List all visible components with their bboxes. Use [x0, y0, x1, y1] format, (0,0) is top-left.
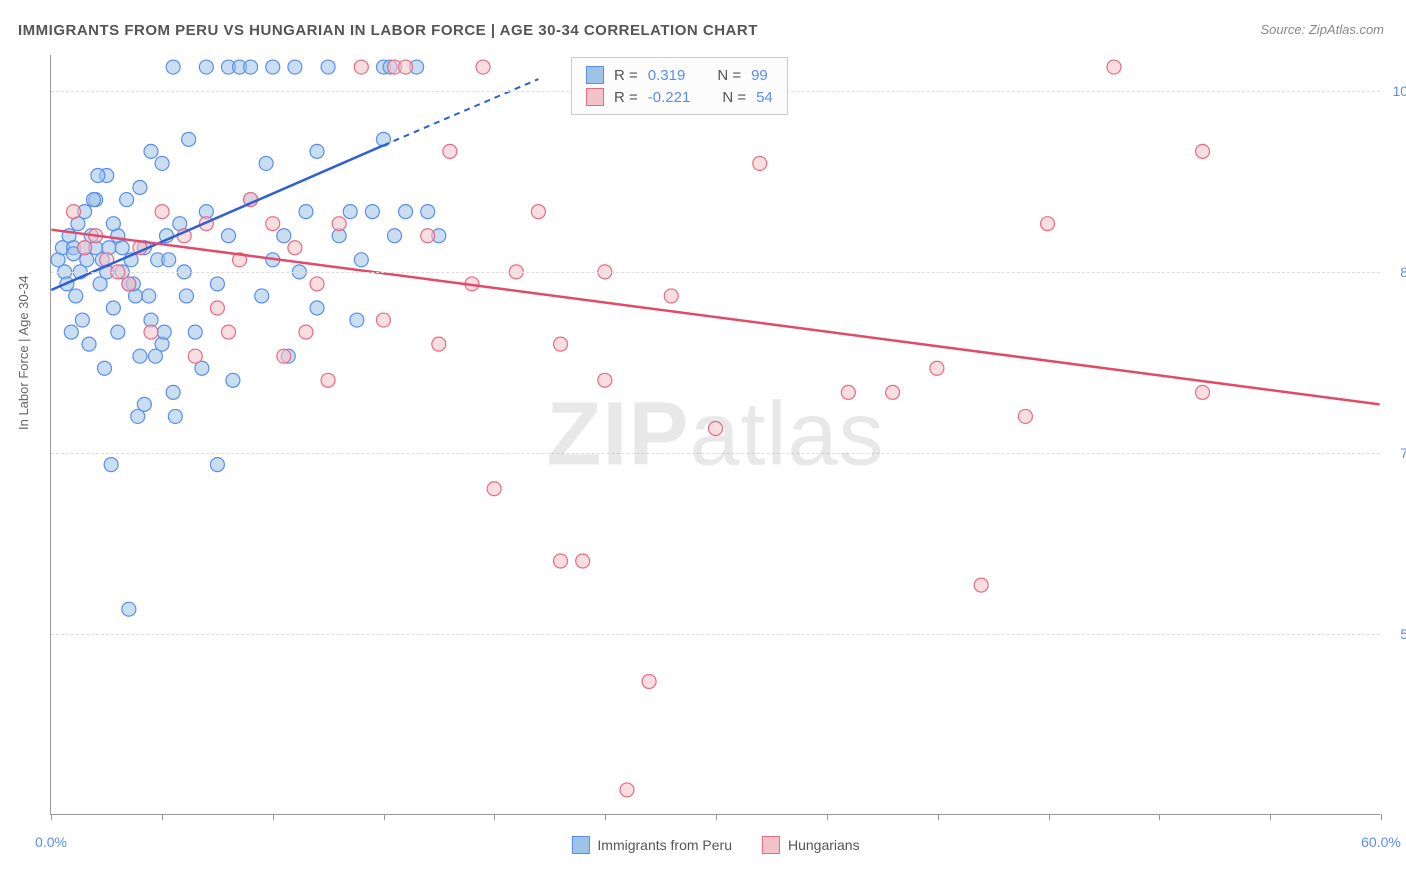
y-tick-label: 85.0%	[1400, 264, 1406, 280]
r-value-hungarian: -0.221	[648, 89, 691, 106]
legend-swatch-hungarian	[586, 88, 604, 106]
y-tick-label: 100.0%	[1393, 83, 1406, 99]
legend-swatch-peru-bottom	[571, 836, 589, 854]
n-value-hungarian: 54	[756, 89, 773, 106]
source-label: Source: ZipAtlas.com	[1260, 22, 1384, 37]
x-tick-label: 0.0%	[35, 834, 67, 850]
legend-swatch-hungarian-bottom	[762, 836, 780, 854]
legend-swatch-peru	[586, 66, 604, 84]
y-tick-label: 55.0%	[1400, 626, 1406, 642]
legend-row-peru: R = 0.319 N = 99	[586, 64, 773, 86]
x-tick-label: 60.0%	[1361, 834, 1401, 850]
scatter-svg	[51, 55, 1380, 814]
plot-area: ZIPatlas R = 0.319 N = 99 R = -0.221 N =…	[50, 55, 1380, 815]
r-value-peru: 0.319	[648, 67, 686, 84]
legend-item-peru: Immigrants from Peru	[571, 836, 732, 854]
correlation-legend: R = 0.319 N = 99 R = -0.221 N = 54	[571, 57, 788, 115]
chart-title: IMMIGRANTS FROM PERU VS HUNGARIAN IN LAB…	[18, 22, 758, 39]
n-value-peru: 99	[751, 67, 768, 84]
y-axis-label: In Labor Force | Age 30-34	[16, 276, 31, 430]
series-legend: Immigrants from Peru Hungarians	[571, 836, 859, 854]
y-tick-label: 70.0%	[1400, 445, 1406, 461]
legend-item-hungarian: Hungarians	[762, 836, 860, 854]
legend-row-hungarian: R = -0.221 N = 54	[586, 86, 773, 108]
